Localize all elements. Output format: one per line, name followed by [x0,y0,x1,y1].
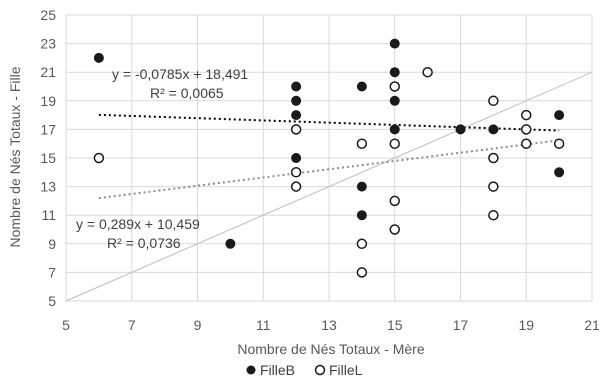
y-tick-label: 19 [40,93,56,109]
x-tick-label: 17 [453,317,469,333]
trendline-equation-filleb: y = -0,0785x + 18,491 [112,66,248,82]
y-tick-label: 7 [48,264,56,280]
point-filleb [225,238,236,249]
trendline-equation-fillel: y = 0,289x + 10,459 [76,216,200,232]
x-tick-label: 13 [321,317,337,333]
point-fillel [521,109,532,121]
y-tick-label: 11 [41,207,56,223]
trendline-r2-fillel: R² = 0,0736 [107,235,181,251]
reference-line [65,71,593,302]
point-fillel [389,224,400,235]
x-tick-label: 11 [256,317,271,333]
point-fillel [93,152,105,164]
point-fillel [521,138,532,149]
point-filleb [389,38,400,49]
point-fillel [290,167,302,178]
point-filleb [356,181,367,192]
x-tick-labels: 5 7 9 11 13 15 17 19 21 [62,317,600,333]
legend-label-fillel: FilleL [329,362,363,378]
point-filleb [389,95,400,106]
point-fillel [356,238,368,250]
legend: FilleB FilleL [246,362,363,378]
point-fillel [422,66,433,78]
y-tick-label: 17 [40,121,56,137]
y-tick-label: 21 [40,64,56,80]
point-filleb [93,52,104,63]
point-fillel [389,138,400,149]
point-filleb [389,124,400,135]
point-fillel [356,138,368,149]
y-tick-label: 25 [40,7,56,23]
point-fillel [521,124,532,135]
point-fillel [290,124,302,135]
legend-marker-fillel [314,364,326,376]
point-filleb [291,95,302,106]
point-fillel [553,138,565,149]
point-fillel [290,181,302,192]
trendlines [98,113,560,200]
gridlines [65,14,593,302]
point-filleb [488,124,499,135]
y-tick-label: 15 [40,150,56,166]
point-filleb [389,67,400,78]
x-tick-label: 19 [518,317,534,333]
point-fillel [389,195,400,207]
y-tick-label: 5 [48,293,56,309]
x-tick-label: 15 [387,317,403,333]
point-filleb [356,81,367,92]
x-axis-title: Nombre de Nés Totaux - Mère [237,341,424,357]
point-filleb [356,210,367,221]
x-tick-label: 21 [584,317,600,333]
trendline-r2-filleb: R² = 0,0065 [150,85,224,101]
point-filleb [554,167,565,178]
point-fillel [389,81,400,92]
identity-line [65,71,593,302]
point-fillel [488,181,499,192]
x-tick-label: 5 [62,317,70,333]
point-fillel [488,209,499,221]
point-fillel [488,95,499,107]
y-tick-label: 23 [40,36,56,52]
y-axis-title: Nombre de Nés Totaux - Fille [7,66,23,247]
legend-label-filleb: FilleB [260,362,295,378]
point-filleb [455,124,466,135]
point-filleb [554,110,565,121]
x-tick-label: 7 [128,317,136,333]
point-filleb [291,110,302,121]
y-tick-label: 13 [40,179,56,195]
point-fillel [488,152,499,164]
trendline-filleb [98,113,560,132]
point-filleb [291,153,302,163]
x-tick-label: 9 [194,317,202,333]
y-tick-labels: 5 7 9 11 13 15 17 19 21 23 25 [40,7,56,309]
legend-marker-filleb [246,365,256,375]
point-filleb [291,81,302,92]
data-points [93,38,565,278]
trendline-fillel [98,139,560,200]
y-tick-label: 9 [48,236,56,252]
point-fillel [356,267,368,278]
